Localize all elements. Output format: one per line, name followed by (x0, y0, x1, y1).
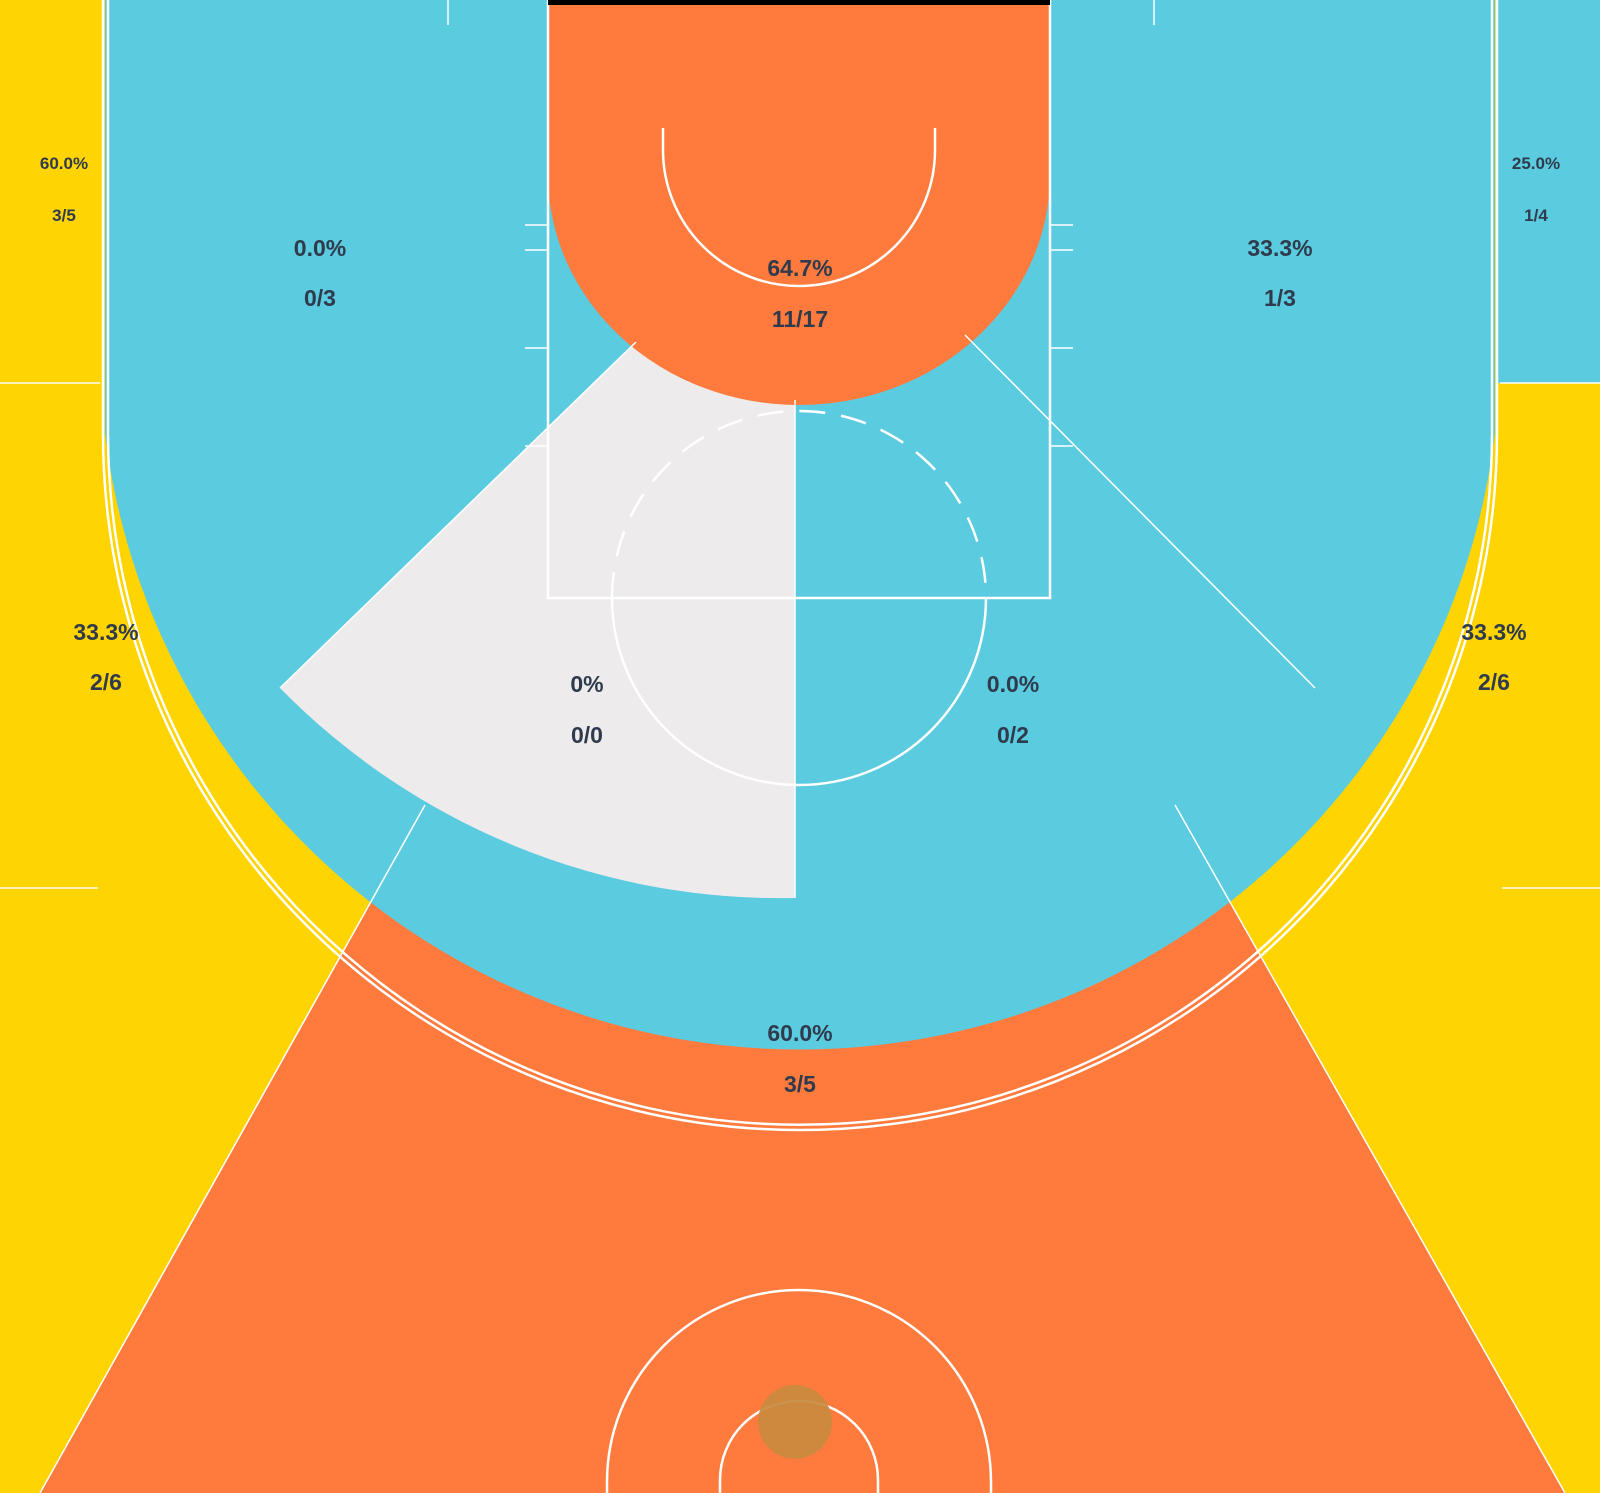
lane-hash-marks (447, 0, 1155, 447)
three-point-line (101, 0, 1499, 1132)
zone-frac: 11/17 (772, 306, 828, 332)
zone-pct: 64.7% (767, 255, 832, 281)
zone-pct: 0% (570, 671, 603, 697)
restricted-arc (661, 128, 937, 288)
zone-frac: 3/5 (52, 206, 76, 225)
zone-label-right-midrange-center: 0.0% 0/2 (987, 671, 1039, 748)
zone-frac: 0/3 (304, 285, 336, 311)
zone-divider-left (279, 341, 637, 689)
zone-right-corner-three-fill (1497, 0, 1600, 383)
zone-pct: 60.0% (40, 154, 88, 173)
zone-label-top-of-key-three: 60.0% 3/5 (767, 1020, 832, 1097)
zone-pct: 60.0% (767, 1020, 832, 1046)
zone-pct: 25.0% (1512, 154, 1560, 173)
zone-left-wing-three-fill (0, 383, 425, 1493)
zone-frac: 3/5 (784, 1071, 816, 1097)
zone-divider-top-right (1174, 804, 1566, 1493)
zone-frac: 2/6 (1478, 669, 1510, 695)
zone-pct: 33.3% (1247, 235, 1312, 261)
zone-frac: 2/6 (90, 669, 122, 695)
zone-pct: 33.3% (1461, 619, 1526, 645)
center-circle-outer (605, 1288, 993, 1493)
zone-restricted-area-fill (548, 0, 1050, 405)
zone-label-left-corner-three: 60.0% 3/5 (40, 154, 88, 225)
zone-pct: 33.3% (73, 619, 138, 645)
basketball-icon (758, 1385, 832, 1459)
free-throw-circle-top (610, 409, 988, 599)
zone-frac: 1/4 (1524, 206, 1548, 225)
zone-label-left-short-baseline: 0.0% 0/3 (294, 235, 346, 311)
zone-right-wing-three-fill (1175, 383, 1600, 1493)
zone-label-right-corner-three: 25.0% 1/4 (1512, 154, 1560, 225)
baseline (548, 0, 1050, 5)
zone-frac: 0/2 (997, 722, 1029, 748)
zone-label-left-midrange-center: 0% 0/0 (570, 671, 603, 748)
zone-frac: 1/3 (1264, 285, 1296, 311)
zone-divider-right (964, 334, 1316, 689)
zone-top-of-key-three-fill (40, 805, 1565, 1493)
zone-label-right-short-baseline: 33.3% 1/3 (1247, 235, 1312, 311)
zone-pct: 0.0% (294, 235, 346, 261)
zone-frac: 0/0 (571, 722, 603, 748)
zone-label-left-wing-three: 33.3% 2/6 (73, 619, 138, 695)
zone-left-midrange-center-fill (280, 342, 795, 899)
zone-label-restricted-area: 64.7% 11/17 (767, 255, 832, 332)
free-throw-circle-bottom (610, 597, 988, 787)
three-point-line-inner (106, 0, 1494, 1127)
zone-divider-top-left (39, 804, 426, 1493)
zone-label-right-wing-three: 33.3% 2/6 (1461, 619, 1526, 695)
zone-pct: 0.0% (987, 671, 1039, 697)
